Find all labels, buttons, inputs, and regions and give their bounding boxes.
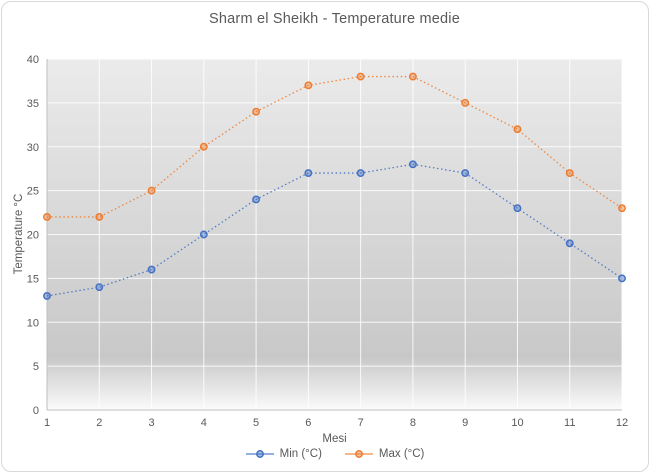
x-axis-title: Mesi xyxy=(322,433,347,445)
min-data-point-marker xyxy=(304,169,313,178)
max-data-point-marker xyxy=(199,142,208,151)
min-data-point-marker xyxy=(43,291,51,300)
y-tick-label: 40 xyxy=(27,54,39,66)
max-data-point-marker xyxy=(304,81,313,90)
max-data-point-marker xyxy=(95,213,104,221)
x-tick-label: 6 xyxy=(305,417,311,429)
legend-label-min: Min (°C) xyxy=(279,448,322,460)
min-series-line xyxy=(46,163,623,297)
max-data-point-marker xyxy=(461,98,470,107)
x-tick-label: 9 xyxy=(462,417,468,429)
min-data-point-marker xyxy=(513,204,522,213)
x-tick-label: 4 xyxy=(201,417,207,429)
min-data-point-marker xyxy=(565,239,574,248)
y-tick-label: 5 xyxy=(33,361,39,373)
y-tick-label: 10 xyxy=(27,317,39,329)
max-data-point-marker xyxy=(356,72,365,81)
max-series-line xyxy=(47,75,623,218)
x-tick-label: 2 xyxy=(96,417,102,429)
x-tick-label: 5 xyxy=(253,417,259,429)
x-tick-label: 3 xyxy=(148,417,154,429)
chart-title: Sharm el Sheikh - Temperature medie xyxy=(209,11,460,27)
x-tick-label: 12 xyxy=(616,417,628,429)
y-axis-title: Temperature °C xyxy=(13,193,25,275)
x-tick-label: 1 xyxy=(44,417,50,429)
max-data-point-marker xyxy=(408,72,417,81)
min-data-point-marker xyxy=(199,230,208,239)
x-tick-label: 7 xyxy=(358,417,364,429)
y-tick-label: 35 xyxy=(27,98,39,110)
min-data-point-marker xyxy=(618,274,626,283)
min-legend-marker-icon xyxy=(245,450,274,458)
min-data-point-marker xyxy=(147,265,156,274)
max-data-point-marker xyxy=(565,169,574,178)
max-data-point-marker xyxy=(618,204,626,213)
y-tick-label: 20 xyxy=(27,230,39,242)
max-data-point-marker xyxy=(43,213,51,221)
max-data-point-marker xyxy=(513,125,522,134)
x-tick-label: 10 xyxy=(511,417,523,429)
legend-item-min[interactable]: Min (°C) xyxy=(245,448,322,460)
y-tick-label: 30 xyxy=(27,142,39,154)
min-data-point-marker xyxy=(461,169,470,178)
y-tick-label: 0 xyxy=(33,405,39,417)
legend-item-max[interactable]: Max (°C) xyxy=(344,448,424,460)
legend: Min (°C) Max (°C) xyxy=(47,448,622,460)
min-data-point-marker xyxy=(95,283,104,292)
max-legend-marker-icon xyxy=(344,450,373,458)
min-data-point-marker xyxy=(356,169,365,178)
min-data-point-marker xyxy=(252,195,261,204)
legend-label-max: Max (°C) xyxy=(378,448,425,460)
x-tick-label: 11 xyxy=(564,417,575,429)
y-tick-label: 25 xyxy=(27,186,39,198)
max-data-point-marker xyxy=(252,107,261,116)
y-tick-label: 15 xyxy=(27,273,39,285)
min-data-point-marker xyxy=(408,160,417,169)
max-data-point-marker xyxy=(147,186,156,195)
x-tick-label: 8 xyxy=(410,417,416,429)
